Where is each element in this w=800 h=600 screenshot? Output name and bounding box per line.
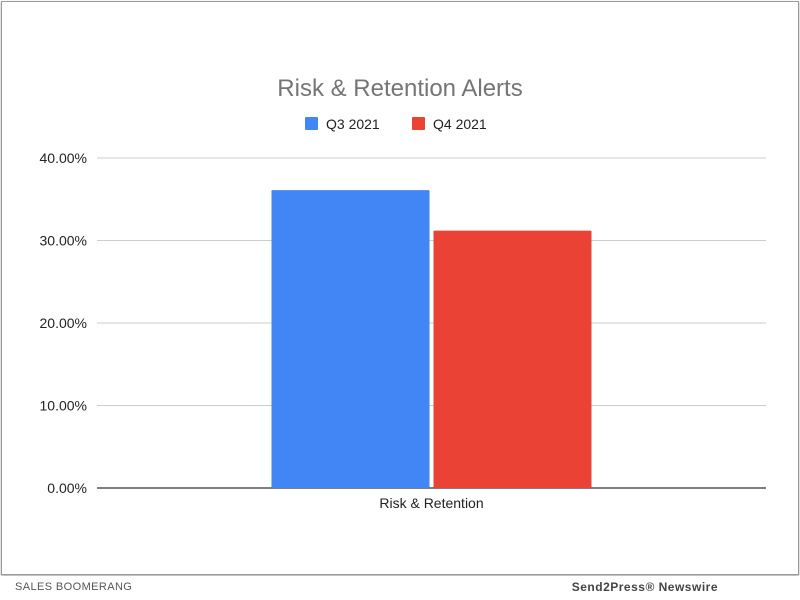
y-tick-label: 40.00%	[40, 150, 87, 166]
legend-swatch	[305, 117, 318, 130]
legend-label: Q4 2021	[433, 116, 487, 132]
bar-chart: Risk & Retention Alerts Q3 2021 Q4 2021 0…	[40, 75, 766, 511]
bar-q3-2021	[271, 190, 430, 489]
y-tick-label: 10.00%	[40, 398, 87, 414]
y-tick-label: 0.00%	[47, 480, 87, 496]
footer-company: SALES BOOMERANG	[15, 581, 133, 593]
gridlines	[97, 157, 766, 489]
y-axis-ticks: 0.00% 10.00% 20.00% 30.00% 40.00%	[40, 150, 87, 496]
x-axis-labels: Risk & Retention	[379, 495, 483, 511]
bars	[271, 190, 592, 489]
y-tick-label: 30.00%	[40, 233, 87, 249]
footer: SALES BOOMERANG Send2Press® Newswire	[0, 576, 800, 600]
chart-title: Risk & Retention Alerts	[277, 75, 522, 102]
footer-newswire: Send2Press® Newswire	[571, 580, 718, 594]
legend-swatch	[412, 117, 425, 130]
bar-q4-2021	[433, 230, 592, 488]
y-tick-label: 20.00%	[40, 315, 87, 331]
x-category-label: Risk & Retention	[379, 495, 483, 511]
legend: Q3 2021 Q4 2021	[305, 116, 487, 132]
legend-label: Q3 2021	[326, 116, 380, 132]
